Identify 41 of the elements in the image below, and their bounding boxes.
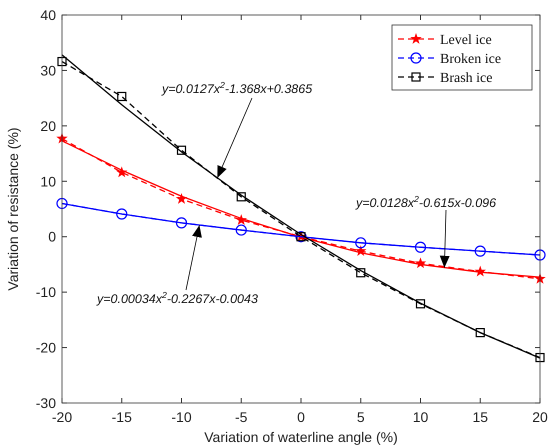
point [356, 268, 366, 278]
annotation: y=0.0128x$^{2}$-0.615x-0.096 [355, 194, 496, 210]
y-tick-label: -30 [36, 395, 56, 411]
point [535, 352, 545, 362]
point [476, 328, 485, 338]
point [355, 237, 366, 248]
x-tick-label: 15 [472, 409, 488, 425]
y-tick-label: 20 [40, 118, 56, 134]
point [416, 299, 426, 308]
point [57, 56, 67, 66]
x-tick-label: 0 [297, 409, 306, 425]
point [474, 246, 486, 257]
point [116, 208, 128, 220]
x-tick-label: -10 [171, 409, 192, 425]
x-tick-label: 20 [532, 409, 548, 425]
legend-label: Level ice [440, 33, 492, 48]
y-tick-label: 30 [40, 62, 56, 78]
point [534, 249, 546, 261]
point [56, 198, 68, 210]
point [414, 242, 426, 253]
x-axis-title: Variation of waterline angle (%) [204, 429, 398, 445]
x-tick-label: -15 [112, 409, 132, 425]
y-tick-label: -10 [36, 284, 56, 300]
point [236, 224, 247, 236]
y-tick-label: -20 [36, 340, 56, 356]
point [176, 146, 186, 155]
y-tick-label: 10 [40, 173, 56, 190]
point [176, 217, 188, 228]
y-tick-label: 40 [40, 7, 56, 23]
legend-label: Broken ice [440, 52, 502, 67]
annotation: y=0.0127x$^{2}$-1.368x+0.3865 [161, 80, 312, 96]
y-axis-title: Variation of resistance (%) [5, 127, 21, 291]
x-tick-label: -5 [235, 409, 248, 425]
x-tick-label: 10 [412, 409, 428, 425]
x-tick-label: -20 [52, 409, 72, 425]
point [117, 92, 126, 102]
annotation: y=0.00034x$^{2}$-0.2267x-0.0043 [96, 290, 258, 306]
y-tick-label: 0 [48, 228, 56, 245]
point [236, 192, 246, 202]
legend-label: Brash ice [440, 71, 492, 86]
x-tick-label: 5 [356, 409, 365, 425]
